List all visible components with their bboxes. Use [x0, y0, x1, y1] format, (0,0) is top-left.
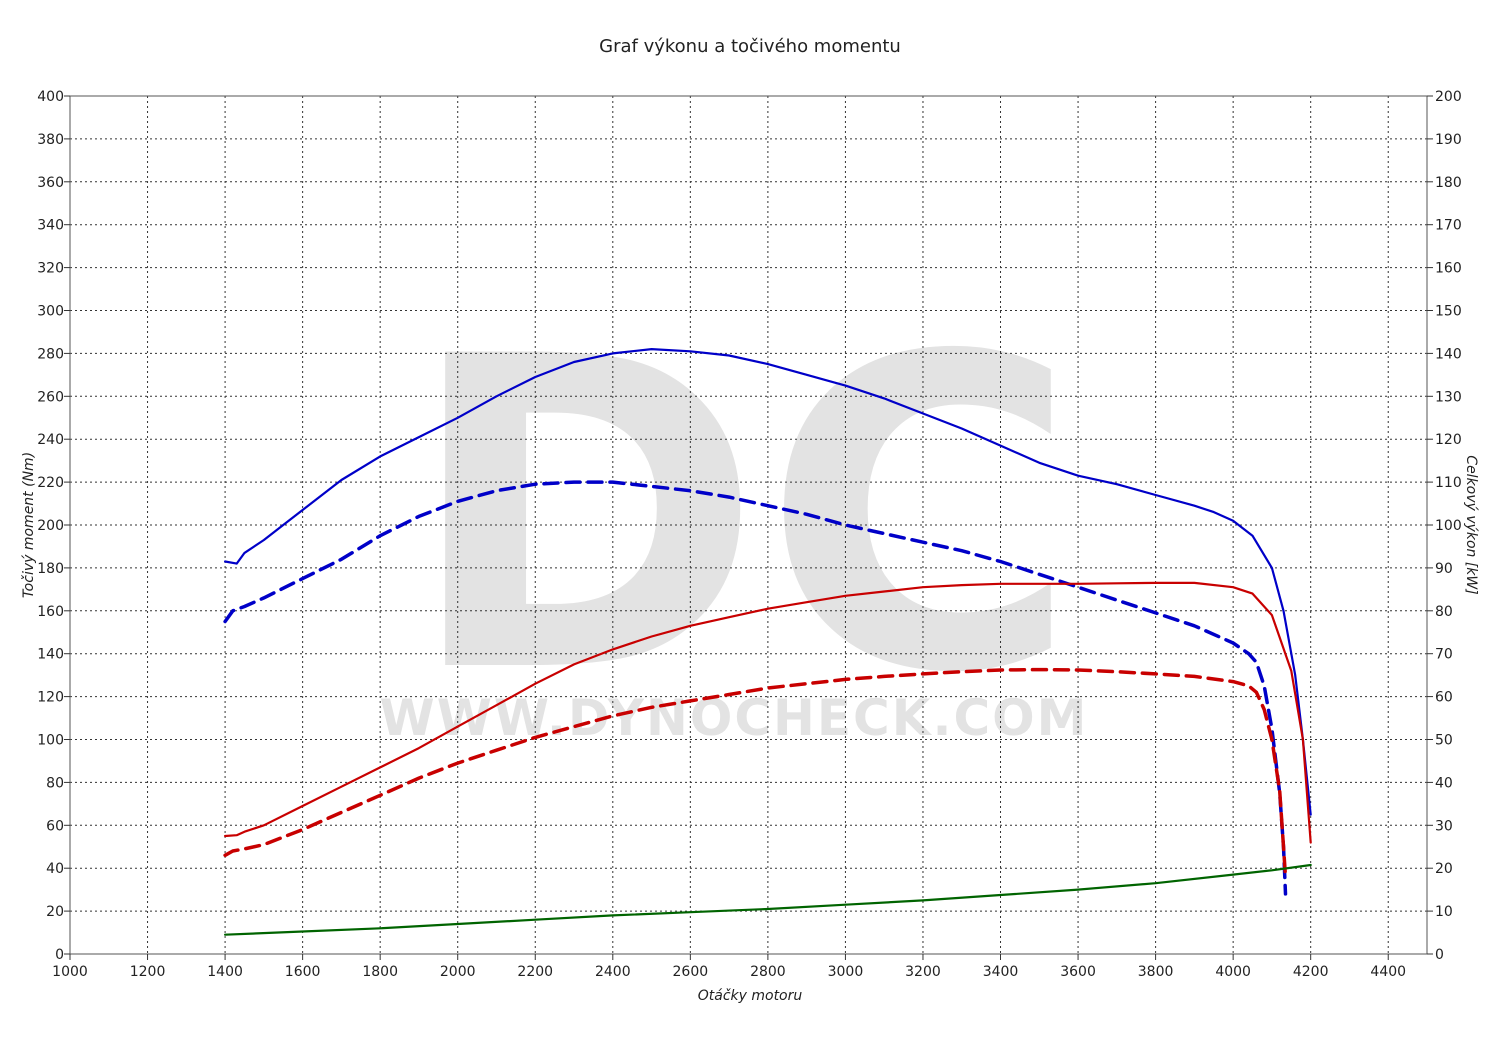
y-right-tick-label: 170: [1435, 218, 1462, 234]
x-tick-label: 2000: [440, 964, 476, 980]
series-line-2: [223, 480, 1288, 896]
y-left-tick-label: 300: [37, 304, 64, 320]
x-tick-label: 2200: [517, 964, 553, 980]
y-right-tick-label: 120: [1435, 432, 1462, 448]
y-left-tick-label: 200: [37, 518, 64, 534]
y-right-tick-label: 70: [1435, 647, 1453, 663]
y-right-tick-label: 80: [1435, 604, 1453, 620]
x-tick-label: 2800: [750, 964, 786, 980]
y-left-tick-label: 400: [37, 89, 64, 105]
y-left-tick-label: 140: [37, 647, 64, 663]
x-tick-label: 4400: [1370, 964, 1406, 980]
series-group: [223, 348, 1312, 936]
series-line-4: [223, 667, 1288, 879]
watermark-logo: DC: [406, 267, 1079, 767]
y-left-tick-label: 260: [37, 389, 64, 405]
ticks-group: 1000 1200 1400 1600 1800 2000 2200 2400 2600 2800…: [37, 89, 1461, 980]
y-left-tick-label: 160: [37, 604, 64, 620]
y-right-tick-label: 180: [1435, 175, 1462, 191]
x-tick-label: 1000: [52, 964, 88, 980]
x-tick-label: 1200: [130, 964, 166, 980]
y-left-tick-label: 80: [46, 775, 64, 791]
x-axis-label: Otáčky motoru: [698, 988, 803, 1004]
y-axis-label-left: Točivý moment (Nm): [21, 452, 37, 598]
y-left-tick-label: 320: [37, 261, 64, 277]
y-left-tick-label: 60: [46, 818, 64, 834]
y-left-tick-label: 40: [46, 861, 64, 877]
x-tick-label: 1600: [285, 964, 321, 980]
series-line-1: [224, 348, 1312, 816]
y-right-tick-label: 150: [1435, 304, 1462, 320]
y-axis-label-right: Celkový výkon [kW]: [1463, 455, 1479, 594]
y-right-tick-label: 100: [1435, 518, 1462, 534]
y-left-tick-label: 0: [55, 947, 64, 963]
series-line-5: [224, 863, 1312, 936]
y-right-tick-label: 0: [1435, 947, 1444, 963]
x-tick-label: 1800: [362, 964, 398, 980]
x-tick-label: 4000: [1215, 964, 1251, 980]
y-right-tick-label: 190: [1435, 132, 1462, 148]
y-right-tick-label: 10: [1435, 904, 1453, 920]
x-tick-label: 2400: [595, 964, 631, 980]
y-right-tick-label: 160: [1435, 261, 1462, 277]
x-tick-label: 3800: [1138, 964, 1174, 980]
y-left-tick-label: 240: [37, 432, 64, 448]
y-right-tick-label: 50: [1435, 733, 1453, 749]
y-right-tick-label: 140: [1435, 346, 1462, 362]
y-left-tick-label: 340: [37, 218, 64, 234]
y-left-tick-label: 120: [37, 690, 64, 706]
x-tick-label: 4200: [1293, 964, 1329, 980]
x-tick-label: 3600: [1060, 964, 1096, 980]
y-right-tick-label: 110: [1435, 475, 1462, 491]
y-left-tick-label: 100: [37, 733, 64, 749]
y-right-tick-label: 20: [1435, 861, 1453, 877]
chart-title: Graf výkonu a točivého momentu: [599, 36, 901, 57]
y-right-tick-label: 200: [1435, 89, 1462, 105]
x-tick-label: 3000: [828, 964, 864, 980]
y-right-tick-label: 130: [1435, 389, 1462, 405]
x-tick-label: 1400: [207, 964, 243, 980]
y-right-tick-label: 30: [1435, 818, 1453, 834]
y-left-tick-label: 360: [37, 175, 64, 191]
watermark-url: WWW.DYNOCHECK.COM: [380, 689, 1089, 747]
x-tick-label: 3400: [983, 964, 1019, 980]
y-right-tick-label: 60: [1435, 690, 1453, 706]
y-left-tick-label: 280: [37, 346, 64, 362]
series-line-3: [224, 581, 1312, 844]
y-right-tick-label: 40: [1435, 775, 1453, 791]
y-left-tick-label: 180: [37, 561, 64, 577]
dynocheck-watermark: DC WWW.DYNOCHECK.COM: [380, 267, 1089, 767]
y-left-tick-label: 20: [46, 904, 64, 920]
y-left-tick-label: 380: [37, 132, 64, 148]
x-tick-label: 3200: [905, 964, 941, 980]
x-tick-label: 2600: [673, 964, 709, 980]
y-left-tick-label: 220: [37, 475, 64, 491]
y-right-tick-label: 90: [1435, 561, 1453, 577]
